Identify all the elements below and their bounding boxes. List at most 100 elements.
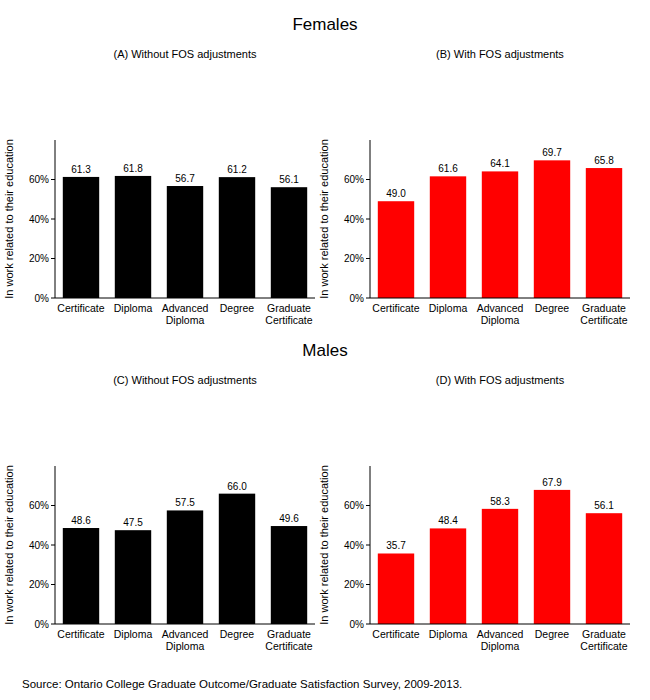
chart-title: (C) Without FOS adjustments: [113, 374, 257, 386]
y-tick-label: 60%: [29, 174, 49, 185]
data-label: 69.7: [542, 147, 562, 158]
x-tick-label: AdvancedDiploma: [162, 302, 209, 326]
y-tick-label: 20%: [29, 579, 49, 590]
x-tick-label: Certificate: [372, 302, 419, 314]
bars: [63, 494, 307, 624]
x-tick-label: Diploma: [429, 302, 468, 314]
y-tick-label: 20%: [344, 253, 364, 264]
bar: [430, 528, 466, 624]
y-tick: [51, 624, 55, 625]
bar: [219, 494, 255, 624]
y-tick-label: 0%: [350, 619, 365, 630]
data-label: 48.6: [71, 515, 91, 526]
data-label: 66.0: [227, 481, 247, 492]
chart-title: (D) With FOS adjustments: [436, 374, 565, 386]
x-tick-label: Diploma: [114, 302, 153, 314]
y-tick: [366, 219, 370, 220]
y-tick: [366, 624, 370, 625]
bar: [219, 177, 255, 298]
y-tick-label: 0%: [35, 619, 50, 630]
data-label: 48.4: [438, 515, 458, 526]
y-tick-label: 0%: [350, 293, 365, 304]
data-label: 64.1: [490, 158, 510, 169]
bar: [534, 490, 570, 624]
y-tick-label: 40%: [344, 540, 364, 551]
y-tick-label: 60%: [344, 174, 364, 185]
data-label: 56.1: [279, 174, 299, 185]
bar: [167, 510, 203, 624]
x-tick-label: GraduateCertificate: [265, 302, 312, 326]
data-label: 58.3: [490, 496, 510, 507]
bar: [534, 160, 570, 298]
y-tick: [366, 298, 370, 299]
y-tick: [51, 505, 55, 506]
bar: [167, 186, 203, 298]
data-label: 61.6: [438, 163, 458, 174]
data-label: 56.7: [175, 173, 195, 184]
bar: [482, 171, 518, 298]
x-tick-label: GraduateCertificate: [265, 628, 312, 652]
data-label: 61.8: [123, 163, 143, 174]
x-axis-line: [370, 298, 630, 299]
data-label: 57.5: [175, 497, 195, 508]
x-tick-label: Certificate: [57, 628, 104, 640]
y-axis-label: In work related to their education: [3, 465, 15, 625]
y-tick-label: 60%: [29, 500, 49, 511]
bar: [586, 168, 622, 298]
y-tick-label: 0%: [35, 293, 50, 304]
y-tick-label: 20%: [29, 253, 49, 264]
x-axis-line: [55, 624, 315, 625]
section-title: Males: [302, 341, 347, 360]
chart-title: (A) Without FOS adjustments: [113, 48, 257, 60]
y-tick: [51, 298, 55, 299]
bar: [115, 176, 151, 298]
x-tick-label: Diploma: [429, 628, 468, 640]
x-tick-label: AdvancedDiploma: [477, 628, 524, 652]
x-tick-label: Certificate: [57, 302, 104, 314]
bars: [378, 160, 622, 298]
data-label: 35.7: [386, 540, 406, 551]
y-tick-label: 40%: [29, 540, 49, 551]
data-label: 61.3: [71, 164, 91, 175]
section-title: Females: [292, 15, 357, 34]
data-label: 67.9: [542, 477, 562, 488]
y-tick-label: 60%: [344, 500, 364, 511]
y-tick: [366, 505, 370, 506]
chart-title: (B) With FOS adjustments: [436, 48, 564, 60]
y-tick: [51, 258, 55, 259]
y-tick: [51, 219, 55, 220]
data-label: 47.5: [123, 517, 143, 528]
x-tick-label: AdvancedDiploma: [477, 302, 524, 326]
data-label: 49.0: [386, 188, 406, 199]
y-axis-label: In work related to their education: [318, 465, 330, 625]
x-axis-line: [55, 298, 315, 299]
bars: [63, 176, 307, 298]
bar: [271, 526, 307, 624]
x-tick-label: Degree: [220, 302, 255, 314]
data-label: 49.6: [279, 513, 299, 524]
data-label: 65.8: [594, 155, 614, 166]
chart-panel: (B) With FOS adjustments In work related …: [318, 48, 630, 326]
bar: [378, 553, 414, 624]
y-axis-label: In work related to their education: [318, 139, 330, 299]
chart-panel: (D) With FOS adjustments In work related …: [318, 374, 630, 652]
y-tick-label: 40%: [344, 214, 364, 225]
y-tick: [51, 584, 55, 585]
x-tick-label: GraduateCertificate: [580, 628, 627, 652]
chart-panel: (C) Without FOS adjustments In work relat…: [3, 374, 315, 652]
y-tick-label: 20%: [344, 579, 364, 590]
bar: [271, 187, 307, 298]
x-tick-label: Degree: [535, 302, 570, 314]
x-tick-label: Certificate: [372, 628, 419, 640]
y-axis-label: In work related to their education: [3, 139, 15, 299]
y-tick: [51, 179, 55, 180]
y-tick: [366, 258, 370, 259]
figure: Females Males (A) Without FOS adjustments I…: [0, 0, 650, 700]
y-tick: [366, 179, 370, 180]
y-tick: [51, 545, 55, 546]
x-tick-label: Diploma: [114, 628, 153, 640]
y-tick-label: 40%: [29, 214, 49, 225]
bar: [115, 530, 151, 624]
bar: [378, 201, 414, 298]
x-axis-line: [370, 624, 630, 625]
